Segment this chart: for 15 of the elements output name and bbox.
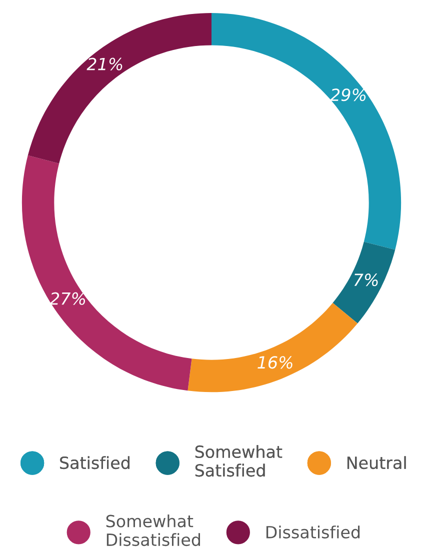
legend-label: Somewhat Satisfied — [195, 445, 282, 477]
donut-slice — [28, 12, 212, 164]
data-label: 7% — [354, 274, 378, 286]
legend-label: Neutral — [347, 456, 406, 470]
data-label: 27% — [50, 292, 86, 305]
data-label: 29% — [330, 88, 366, 102]
donut-slice — [22, 155, 192, 391]
donut-slice — [332, 242, 396, 324]
donut-slice — [188, 302, 358, 392]
donut-slice — [212, 12, 402, 250]
data-label: 21% — [86, 58, 122, 70]
data-label: 16% — [258, 356, 292, 369]
legend-label: Somewhat Dissatisfied — [106, 514, 200, 546]
legend-label: Dissatisfied — [266, 526, 360, 538]
legend-label: Satisfied — [60, 456, 130, 470]
